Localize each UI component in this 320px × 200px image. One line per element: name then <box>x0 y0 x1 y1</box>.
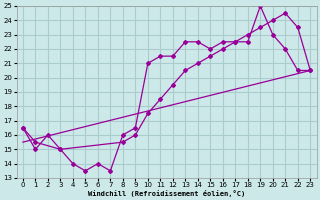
X-axis label: Windchill (Refroidissement éolien,°C): Windchill (Refroidissement éolien,°C) <box>88 190 245 197</box>
